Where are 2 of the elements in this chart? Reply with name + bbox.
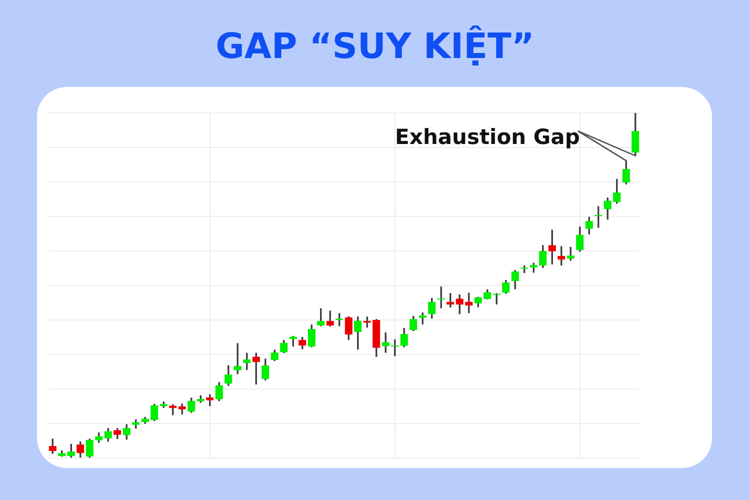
chart-title: GAP “SUY KIỆT” <box>214 24 536 69</box>
annotation: Exhaustion Gap <box>395 125 580 149</box>
